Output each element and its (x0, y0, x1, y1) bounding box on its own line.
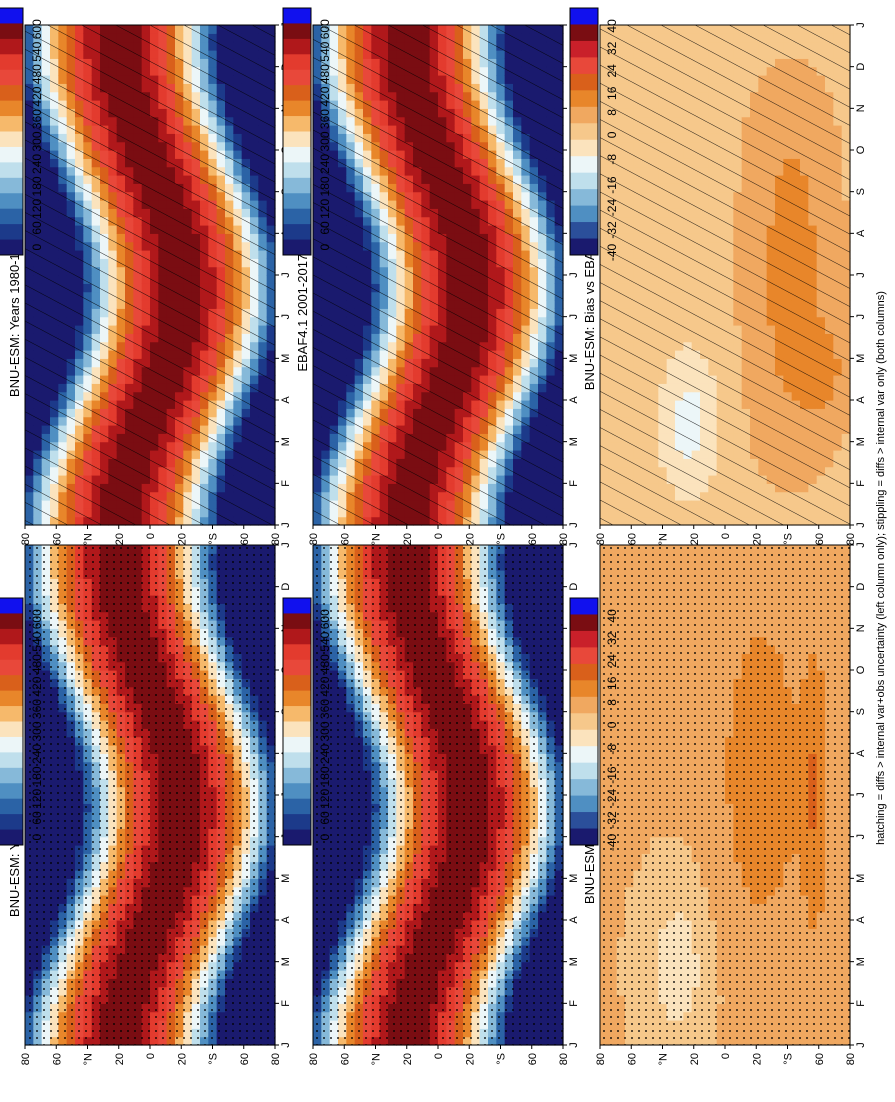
lat-label: °N (83, 533, 95, 545)
month-label: M (280, 437, 292, 446)
lat-label: 20 (176, 533, 188, 545)
month-label: A (568, 396, 580, 404)
lat-label: 20 (464, 533, 476, 545)
lat-label: 80 (270, 533, 282, 545)
month-label: M (280, 354, 292, 363)
lat-label: 80 (20, 533, 32, 545)
lat-label: 80 (308, 533, 320, 545)
lat-label: 20 (114, 533, 126, 545)
lat-label: 80 (558, 533, 570, 545)
month-label: M (568, 437, 580, 446)
month-label: M (568, 354, 580, 363)
hatch-overlay (313, 25, 563, 525)
month-label: J (568, 272, 580, 278)
month-label: J (568, 314, 580, 320)
month-label: F (280, 480, 292, 487)
month-label: J (280, 314, 292, 320)
month-label: F (568, 480, 580, 487)
lat-label: 20 (402, 533, 414, 545)
lat-label: 60 (527, 533, 539, 545)
month-label: J (568, 522, 580, 528)
month-label: A (280, 396, 292, 404)
lat-label: °S (208, 533, 220, 545)
month-label: J (280, 522, 292, 528)
lat-label: 0 (433, 533, 445, 539)
panel-3: BNU-ESM: Bias vs EBAF4.1 2001-2017JFMAMJ… (582, 22, 867, 545)
lat-label: 60 (339, 533, 351, 545)
hatch-overlay (25, 25, 275, 525)
lat-label: 60 (51, 533, 63, 545)
lat-label: 0 (145, 533, 157, 539)
month-label: J (280, 272, 292, 278)
panel-1: BNU-ESM: Years 1980-1999 : rsdt (W m-2)J… (7, 22, 292, 545)
lat-label: 60 (239, 533, 251, 545)
lat-label: °S (496, 533, 508, 545)
lat-label: °N (371, 533, 383, 545)
panel-2: EBAF4.1 2001-2017 Uncer=0.1%JFMAMJJASOND… (295, 22, 580, 545)
